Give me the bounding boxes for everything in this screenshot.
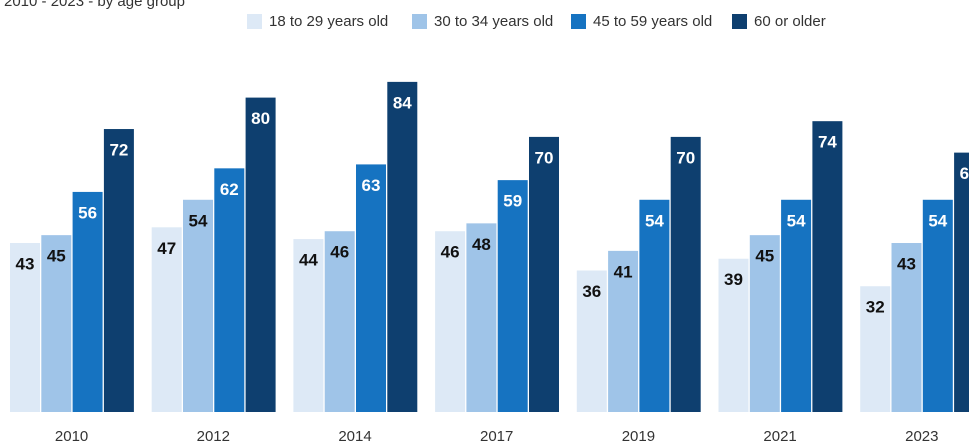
data-label: 32 <box>866 298 885 317</box>
data-label: 74 <box>818 133 837 152</box>
data-label: 66 <box>960 164 969 183</box>
legend-swatch <box>412 14 427 29</box>
x-tick-label: 2023 <box>905 428 938 445</box>
bar <box>10 243 40 412</box>
legend-swatch <box>732 14 747 29</box>
data-label: 59 <box>503 192 522 211</box>
data-label: 63 <box>362 176 381 195</box>
data-label: 47 <box>157 239 176 258</box>
bar <box>670 136 701 412</box>
x-tick-label: 2019 <box>622 428 655 445</box>
data-label: 54 <box>645 211 664 230</box>
bar <box>497 180 528 412</box>
bar <box>891 243 922 412</box>
data-label: 44 <box>299 251 318 270</box>
data-label: 70 <box>676 148 695 167</box>
data-label: 48 <box>472 235 491 254</box>
bar <box>576 270 607 412</box>
bar <box>72 191 103 412</box>
bar <box>639 199 670 412</box>
bar <box>103 129 134 413</box>
bar <box>245 97 276 412</box>
bar <box>529 136 559 412</box>
bar <box>954 152 969 412</box>
data-label: 43 <box>897 254 916 273</box>
data-label: 72 <box>109 141 128 160</box>
legend-label: 18 to 29 years old <box>269 13 388 30</box>
bar <box>466 223 497 412</box>
bar <box>183 199 213 412</box>
x-tick-label: 2021 <box>763 428 796 445</box>
x-tick-label: 2017 <box>480 428 513 445</box>
data-label: 45 <box>47 247 66 266</box>
data-label: 46 <box>441 243 460 262</box>
data-label: 41 <box>614 262 633 281</box>
chart-subtitle: 2010 - 2023 - by age group <box>4 0 185 10</box>
data-label: 54 <box>787 211 806 230</box>
data-label: 80 <box>251 109 270 128</box>
bar <box>781 199 812 412</box>
data-label: 39 <box>724 270 743 289</box>
data-label: 84 <box>393 93 412 112</box>
data-label: 54 <box>189 211 208 230</box>
bar <box>860 286 891 412</box>
x-tick-label: 2014 <box>338 428 371 445</box>
bar <box>435 231 466 412</box>
legend-label: 45 to 59 years old <box>593 13 712 30</box>
bar <box>922 199 953 412</box>
x-tick-label: 2010 <box>55 428 88 445</box>
data-label: 36 <box>582 282 601 301</box>
bar <box>356 164 386 412</box>
bar <box>812 121 843 413</box>
x-tick-label: 2012 <box>197 428 230 445</box>
bar <box>718 258 749 412</box>
data-label: 45 <box>755 247 774 266</box>
legend-label: 60 or older <box>754 13 826 30</box>
bar <box>293 239 324 412</box>
bar <box>151 227 182 412</box>
data-label: 43 <box>16 254 35 273</box>
legend-label: 30 to 34 years old <box>434 13 553 30</box>
data-label: 62 <box>220 180 239 199</box>
data-label: 56 <box>78 203 97 222</box>
bar <box>608 250 639 412</box>
bar <box>324 231 355 412</box>
bar <box>387 81 418 412</box>
bar <box>749 235 780 412</box>
data-label: 54 <box>928 211 947 230</box>
bar <box>214 168 245 412</box>
legend-swatch <box>247 14 262 29</box>
data-label: 70 <box>535 148 554 167</box>
data-label: 46 <box>330 243 349 262</box>
legend-swatch <box>571 14 586 29</box>
bar <box>41 235 72 412</box>
